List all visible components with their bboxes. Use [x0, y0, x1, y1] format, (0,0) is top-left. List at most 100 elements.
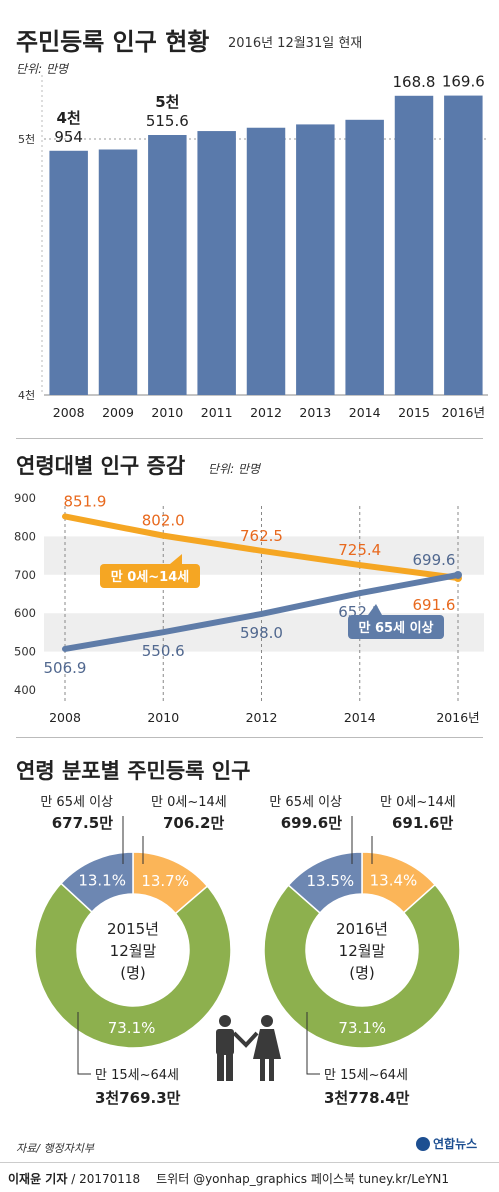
footer-date: / 20170118 [67, 1172, 141, 1186]
data-label: 691.6 [413, 596, 456, 614]
data-label: 762.5 [240, 527, 283, 545]
x-tick-label: 2009 [102, 405, 134, 420]
slice-percent-label: 73.1% [108, 1019, 156, 1037]
footer-credits: 이재윤 기자 / 20170118 트위터 @yonhap_graphics 페이… [8, 1170, 449, 1187]
pie-slice [34, 882, 232, 1049]
y-tick-label: 5천 [18, 132, 35, 146]
woman-head-icon [261, 1015, 273, 1027]
x-tick-label: 2010 [151, 405, 183, 420]
slice-category-label: 만 15세~64세 [324, 1068, 408, 1083]
x-tick-label: 2016년 [436, 710, 479, 725]
donut-center-label: 2015년 [107, 920, 159, 938]
x-tick-label: 2008 [53, 405, 85, 420]
man-leg-icon [217, 1053, 224, 1081]
donut-center-label: (명) [349, 964, 375, 982]
data-label: 550.6 [142, 642, 185, 660]
y-tick-label: 400 [14, 683, 36, 697]
source-note: 자료/ 행정자치부 [16, 1142, 95, 1155]
data-label: 725.4 [338, 541, 381, 559]
bar [394, 95, 434, 395]
slice-category-label: 만 15세~64세 [95, 1068, 179, 1083]
x-tick-label: 2012 [246, 710, 278, 725]
pie-slice [263, 883, 461, 1049]
slice-category-label: 만 0세~14세 [380, 795, 456, 810]
callout-pointer [170, 554, 182, 564]
x-tick-label: 2013 [299, 405, 331, 420]
data-label: 4천 [57, 109, 81, 127]
series-callout [100, 564, 200, 588]
y-tick-label: 4천 [18, 388, 35, 402]
y-tick-label: 800 [14, 529, 36, 543]
y-tick-label: 500 [14, 645, 36, 659]
data-label: 515.6 [146, 112, 189, 130]
woman-leg-icon [260, 1059, 265, 1081]
bar [148, 135, 187, 395]
distribution-donuts: 13.7% 73.1% 13.1% 2015년 12월말 (명) 만 65세 이상 677.5… [34, 795, 461, 1107]
bar [296, 124, 335, 395]
slice-count-label: 706.2만 [163, 814, 224, 832]
x-tick-label: 2016년 [442, 405, 485, 420]
leader-line [306, 1012, 320, 1075]
slice-percent-label: 13.4% [370, 872, 418, 890]
leader-line [77, 1012, 91, 1075]
data-label: 802.0 [142, 512, 185, 530]
callout-pointer [368, 604, 382, 615]
age-trend-unit: 단위: 만명 [208, 462, 261, 476]
woman-body-icon [253, 1029, 281, 1059]
data-label: 598.0 [240, 624, 283, 642]
slice-count-label: 699.6만 [281, 814, 342, 832]
population-bar-chart: 5천 4천 2008 2009 2010 2011 2012 2013 2014 2015 2016… [18, 75, 488, 420]
x-tick-label: 2011 [201, 405, 233, 420]
data-label: 699.6 [413, 551, 456, 569]
x-tick-label: 2012 [250, 405, 282, 420]
x-tick-label: 2008 [49, 710, 81, 725]
data-label: 169.6 [442, 75, 485, 91]
slice-count-label: 691.6만 [392, 814, 453, 832]
series-label: 만 65세 이상 [359, 620, 434, 636]
series-line [62, 571, 461, 652]
age-trend-line-chart: 900 800 700 600 500 400 2008 2010 2012 2014 2016년 8… [14, 491, 484, 725]
donut-center-label: 2016년 [336, 920, 388, 938]
slice-count-label: 3천778.4만 [324, 1089, 410, 1107]
date-note: 2016년 12월31일 현재 [228, 36, 363, 51]
bar [197, 131, 236, 395]
series-line [62, 513, 461, 582]
section-divider [16, 438, 483, 439]
social-links[interactable]: 트위터 @yonhap_graphics 페이스북 tuney.kr/LeYN1 [156, 1172, 450, 1186]
section-divider [16, 737, 483, 738]
donut-center-label: 12월말 [339, 942, 386, 960]
footer-bar [0, 1162, 499, 1192]
bar [49, 150, 88, 395]
man-body-icon [216, 1029, 234, 1055]
x-tick-label: 2014 [349, 405, 381, 420]
donut-center-label: 12월말 [110, 942, 157, 960]
people-icon [216, 1015, 281, 1081]
data-label: 954 [54, 128, 83, 146]
slice-percent-label: 13.7% [141, 872, 189, 890]
series-label: 만 0세~14세 [111, 569, 189, 585]
y-tick-label: 700 [14, 568, 36, 582]
slice-percent-label: 13.1% [78, 871, 126, 889]
man-leg-icon [226, 1053, 233, 1081]
bar [246, 127, 286, 396]
slice-count-label: 677.5만 [52, 814, 113, 832]
series-point [454, 570, 462, 579]
slice-category-label: 만 65세 이상 [269, 795, 342, 810]
x-tick-label: 2015 [398, 405, 430, 420]
pie-slice [60, 851, 134, 914]
pie-slice [287, 851, 363, 915]
y-tick-label: 900 [14, 491, 36, 505]
slice-percent-label: 73.1% [338, 1019, 386, 1037]
reporter-name: 이재윤 기자 [8, 1172, 68, 1186]
data-label: 5천 [155, 93, 179, 111]
holding-hands-icon [232, 1031, 259, 1048]
yonhap-logo: 연합뉴스 [416, 1135, 477, 1152]
slice-category-label: 만 65세 이상 [40, 795, 113, 810]
woman-leg-icon [269, 1059, 274, 1081]
data-label: 506.9 [44, 659, 87, 677]
bar [444, 95, 483, 395]
slice-category-label: 만 0세~14세 [151, 795, 227, 810]
slice-count-label: 3천769.3만 [95, 1089, 181, 1107]
donut-center-label: (명) [120, 964, 146, 982]
bar [345, 119, 384, 396]
